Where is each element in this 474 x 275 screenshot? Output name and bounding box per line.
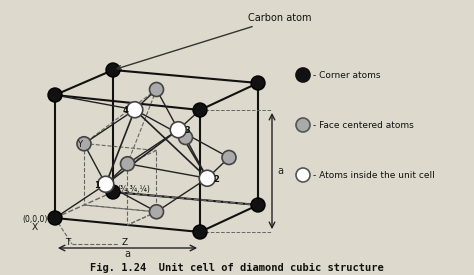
Circle shape [149,205,164,219]
Circle shape [98,176,114,192]
Circle shape [199,170,215,186]
Circle shape [127,102,143,118]
Text: X: X [32,223,38,232]
Circle shape [296,168,310,182]
Circle shape [48,211,62,225]
Circle shape [193,225,207,239]
Text: a: a [277,166,283,176]
Circle shape [77,137,91,151]
Circle shape [179,131,192,144]
Text: 4: 4 [123,106,128,115]
Circle shape [149,82,164,97]
Circle shape [193,103,207,117]
Circle shape [222,150,236,164]
Circle shape [251,198,265,212]
Text: - Atoms inside the unit cell: - Atoms inside the unit cell [313,170,435,180]
Text: Carbon atom: Carbon atom [117,13,311,69]
Text: Fig. 1.24  Unit cell of diamond cubic structure: Fig. 1.24 Unit cell of diamond cubic str… [90,263,384,273]
Circle shape [106,63,120,77]
Circle shape [296,118,310,132]
Text: (0,0,0): (0,0,0) [22,215,48,224]
Text: - Face centered atoms: - Face centered atoms [313,120,414,130]
Text: Y: Y [77,140,82,149]
Text: 3: 3 [184,126,190,135]
Circle shape [120,157,135,171]
Circle shape [48,88,62,102]
Text: a: a [125,249,130,259]
Circle shape [296,68,310,82]
Text: - Corner atoms: - Corner atoms [313,70,381,79]
Circle shape [106,185,120,199]
Circle shape [170,122,186,138]
Text: Z: Z [122,238,128,247]
Text: 1: 1 [94,181,100,190]
Text: 2: 2 [213,175,219,184]
Text: (¾,¾,¼): (¾,¾,¼) [118,185,151,194]
Text: T: T [65,238,71,247]
Circle shape [251,76,265,90]
